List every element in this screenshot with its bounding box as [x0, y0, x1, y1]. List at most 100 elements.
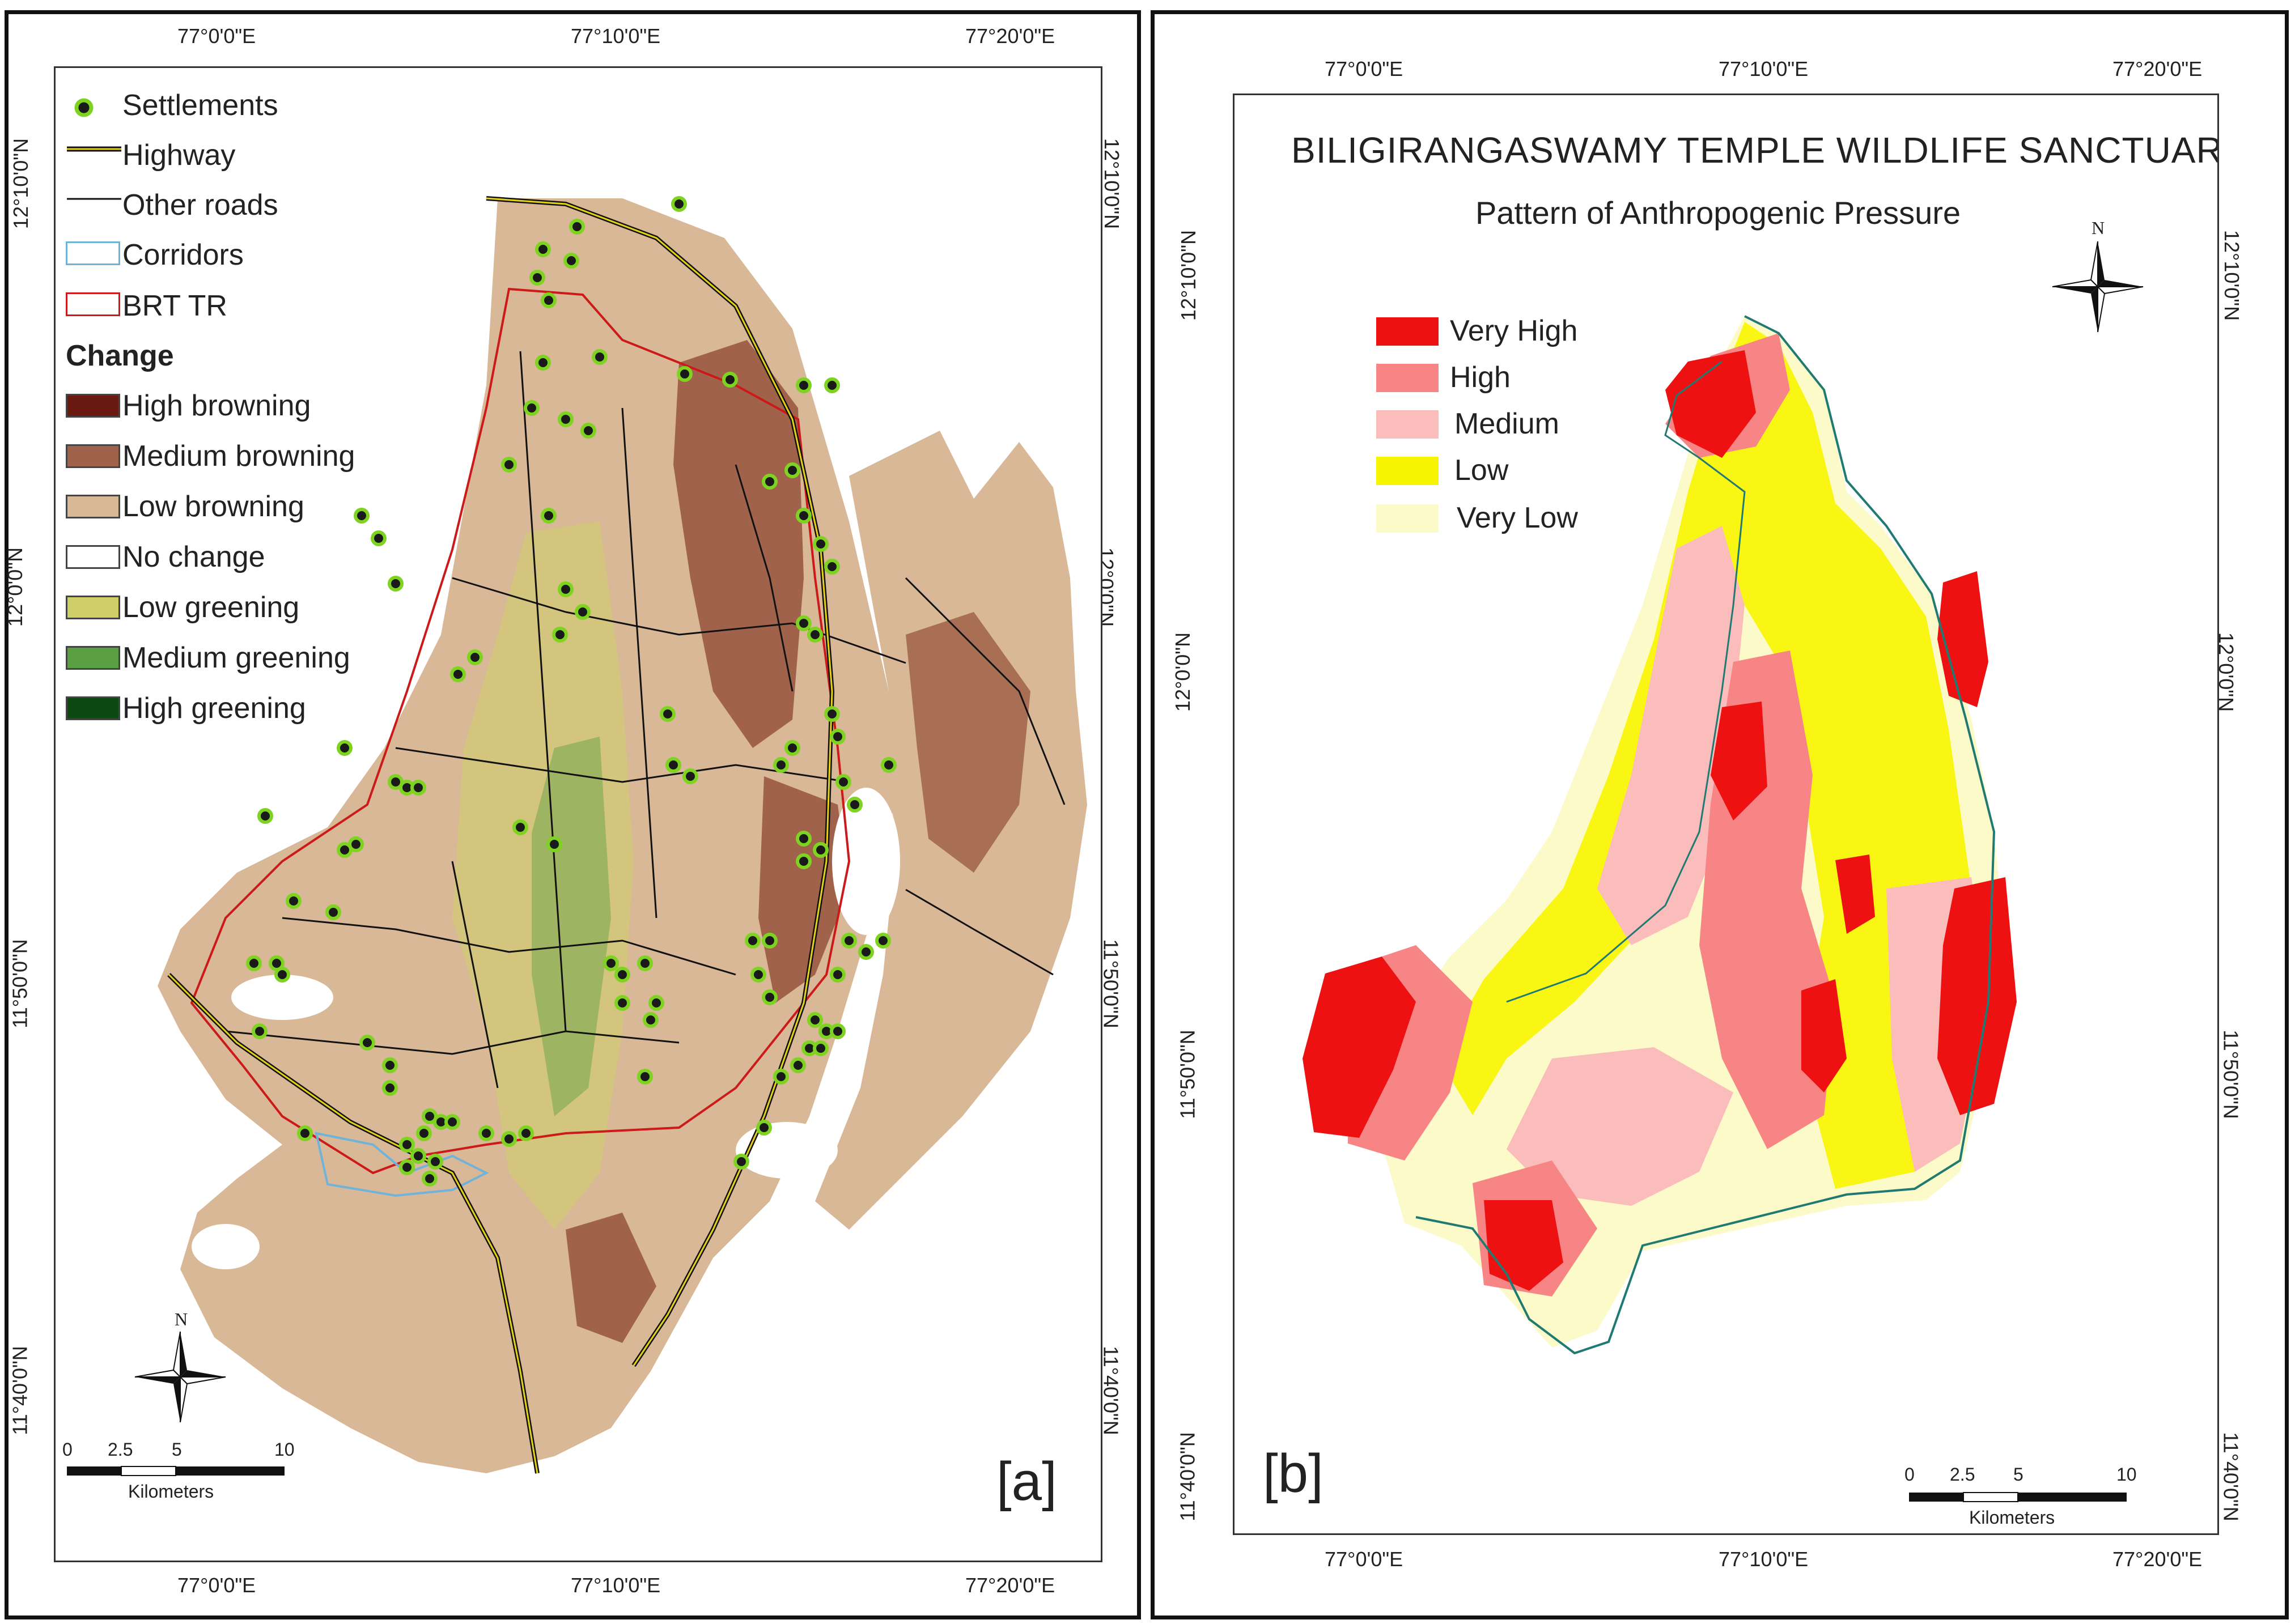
lon-label-bottom-2-b: 77°10'0"E [1719, 1548, 1809, 1571]
lon-label-bottom-1: 77°0'0"E [177, 1574, 256, 1597]
medium-browning-east [673, 340, 804, 748]
scale-unit-a: Kilometers [128, 1481, 214, 1502]
scale-bar-b [1909, 1492, 2127, 1502]
scale-tick-0-a: 0 [62, 1439, 73, 1460]
other-roads [225, 351, 1066, 1089]
scale-tick-2-5-b: 2.5 [1950, 1464, 1975, 1485]
brt-tr-swatch [66, 292, 120, 316]
swatch-low-greening [66, 596, 120, 619]
pressure-very-high-south [1484, 1200, 1563, 1291]
pressure-map [1303, 241, 2144, 1502]
lat-label-right-1: 12°10'0"N [1100, 138, 1124, 229]
legend-low-browning: Low browning [122, 490, 304, 523]
lon-label-bottom-3-b: 77°20'0"E [2112, 1548, 2203, 1571]
legend-very-high: Very High [1450, 314, 1578, 347]
map-frame-b: BILIGIRANGASWAMY TEMPLE WILDLIFE SANCTUA… [1233, 93, 2219, 1535]
lon-label-top-1: 77°0'0"E [177, 24, 256, 48]
pressure-very-high-mid [1835, 854, 1875, 934]
lon-label-bottom-1-b: 77°0'0"E [1325, 1548, 1403, 1571]
pressure-very-high-east [1937, 877, 2017, 1115]
legend-corridors: Corridors [122, 239, 244, 271]
scale-tick-5-b: 5 [2013, 1464, 2023, 1485]
no-change-west [231, 975, 333, 1020]
lon-label-top-3: 77°20'0"E [965, 24, 1055, 48]
legend-high-browning: High browning [122, 389, 311, 422]
highway-west-inner [168, 973, 538, 1474]
panel-a: 77°0'0"E 77°10'0"E 77°20'0"E 77°0'0"E 77… [3, 10, 1141, 1619]
medium-browning-south [566, 1213, 656, 1343]
map-frame-a: Settlements Highway Other roads Corridor… [54, 66, 1102, 1562]
lat-label-left-1: 12°10'0"N [9, 138, 33, 229]
lat-label-right-4: 11°40'0"N [1099, 1346, 1123, 1435]
pressure-very-high-north [1665, 350, 1756, 458]
legend-other-roads: Other roads [122, 189, 278, 222]
swatch-high-browning [66, 394, 120, 418]
swatch-high [1376, 364, 1439, 392]
swatch-low-browning [66, 495, 120, 518]
lat-label-left-3: 11°50'0"N [8, 939, 32, 1028]
scale-tick-2-5-a: 2.5 [108, 1439, 133, 1460]
scale-bar-a [67, 1466, 285, 1476]
legend-brt-tr: BRT TR [122, 290, 227, 322]
change-map [67, 196, 1087, 1476]
scale-tick-0-b: 0 [1904, 1464, 1915, 1485]
legend-change-heading: Change [66, 339, 174, 372]
no-change-south [736, 1122, 838, 1179]
scale-tick-10-b: 10 [2116, 1464, 2137, 1485]
legend-low: Low [1454, 454, 1509, 487]
scale-tick-5-a: 5 [172, 1439, 182, 1460]
lat-label-left-4: 11°40'0"N [8, 1346, 32, 1435]
north-label-b: N [2092, 218, 2105, 238]
scale-unit-b: Kilometers [1969, 1507, 2055, 1528]
lon-label-bottom-2: 77°10'0"E [571, 1574, 661, 1597]
legend-low-greening: Low greening [122, 591, 300, 624]
pressure-very-high-northeast [1937, 571, 1988, 707]
swatch-no-change [66, 545, 120, 569]
legend-highway: Highway [122, 139, 236, 172]
medium-browning-far-east [906, 612, 1030, 873]
lat-label-right-1-b: 12°10'0"N [2220, 229, 2244, 321]
highway-east-inner [486, 197, 833, 1366]
swatch-medium [1376, 410, 1439, 439]
lat-label-left-3-b: 11°50'0"N [1176, 1030, 1199, 1119]
legend-high: High [1450, 361, 1511, 394]
legend-medium-browning: Medium browning [122, 440, 355, 473]
lon-label-top-1-b: 77°0'0"E [1325, 57, 1403, 80]
no-change-southwest [192, 1224, 260, 1269]
lat-label-left-2-b: 12°0'0"N [1171, 632, 1195, 712]
pressure-very-high-center [1711, 702, 1767, 820]
road-symbol [67, 198, 121, 200]
lat-label-left-4-b: 11°40'0"N [1176, 1432, 1199, 1521]
panel-b: 77°0'0"E 77°10'0"E 77°20'0"E 77°0'0"E 77… [1151, 10, 2289, 1619]
map-subtitle: Pattern of Anthropogenic Pressure [1475, 195, 1961, 231]
lon-label-top-2-b: 77°10'0"E [1719, 57, 1809, 80]
legend-medium: Medium [1454, 407, 1559, 440]
lon-label-top-3-b: 77°20'0"E [2112, 57, 2203, 80]
swatch-medium-greening [66, 646, 120, 670]
map-title: BILIGIRANGASWAMY TEMPLE WILDLIFE SANCTUA… [1291, 130, 2219, 171]
pressure-very-high-central-south [1801, 979, 1847, 1092]
swatch-low [1376, 457, 1439, 485]
pressure-medium-south [1507, 1047, 1733, 1206]
sanctuary-boundary-west [1506, 360, 1746, 1003]
lat-label-left-1-b: 12°10'0"N [1177, 229, 1200, 321]
no-change-east [832, 788, 900, 935]
swatch-high-greening [66, 696, 120, 720]
scale-tick-10-a: 10 [274, 1439, 295, 1460]
lat-label-right-4-b: 11°40'0"N [2219, 1432, 2243, 1521]
panel-tag-b: [b] [1263, 1443, 1323, 1504]
lon-label-bottom-3: 77°20'0"E [965, 1574, 1055, 1597]
panel-tag-a: [a] [996, 1451, 1057, 1512]
legend-very-low: Very Low [1457, 501, 1578, 534]
greening-central [452, 521, 634, 1230]
north-arrow-a [134, 1331, 226, 1423]
legend-settlements: Settlements [122, 89, 278, 122]
corridor-outline [315, 1132, 489, 1197]
swatch-medium-browning [66, 444, 120, 468]
swatch-very-high [1376, 317, 1439, 346]
highway-symbol [67, 146, 121, 152]
sanctuary-boundary [1415, 315, 1996, 1355]
legend-no-change: No change [122, 541, 265, 573]
legend-high-greening: High greening [122, 692, 306, 725]
north-label-a: N [175, 1309, 188, 1329]
